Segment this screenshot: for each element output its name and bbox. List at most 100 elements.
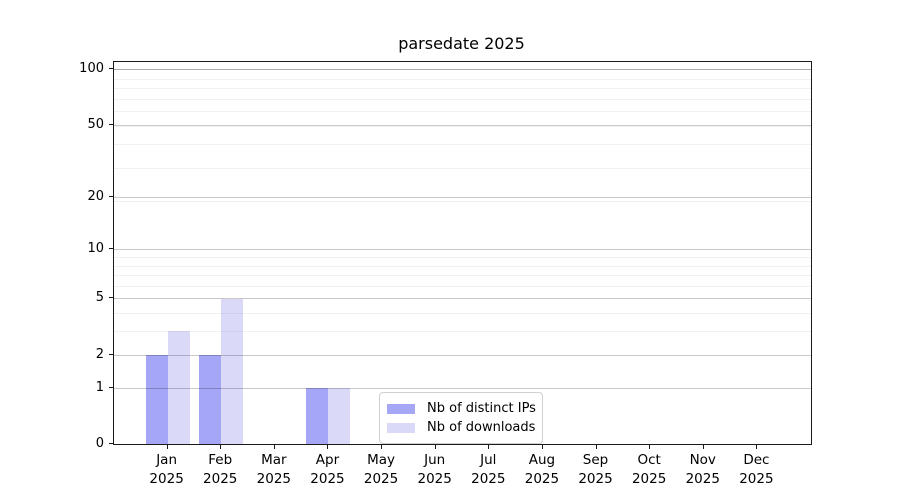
x-axis-tick (220, 445, 221, 449)
x-axis-label: Apr 2025 (295, 451, 359, 489)
x-axis-tick (381, 445, 382, 449)
x-axis-label-year: 2025 (578, 471, 613, 487)
y-axis-tick (109, 124, 113, 125)
y-axis-tick (109, 248, 113, 249)
x-axis-label-month: Apr (315, 452, 340, 468)
x-axis-tick (435, 445, 436, 449)
x-axis-tick (167, 445, 168, 449)
bar-jan-s1 (167, 331, 190, 444)
legend-row: Nb of distinct IPs (387, 399, 536, 418)
y-minor-gridline (114, 200, 811, 202)
x-axis-label: Jun 2025 (403, 451, 467, 489)
x-axis-label-month: Mar (261, 452, 287, 468)
y-minor-gridline (114, 313, 811, 315)
x-axis-label-month: May (367, 452, 396, 468)
bar-jan-s0 (145, 354, 168, 444)
x-axis-label-year: 2025 (524, 471, 560, 487)
x-axis-label-month: Oct (637, 452, 661, 468)
x-axis-tick (542, 445, 543, 449)
x-axis-label: Aug 2025 (510, 451, 574, 489)
x-axis-label: Sep 2025 (564, 451, 628, 489)
y-major-gridline (114, 196, 811, 198)
x-axis-tick (596, 445, 597, 449)
y-minor-gridline (114, 331, 811, 333)
y-minor-gridline (114, 275, 811, 277)
x-axis-label-year: 2025 (739, 471, 774, 487)
y-minor-gridline (114, 111, 811, 113)
x-axis-label-year: 2025 (685, 471, 720, 487)
y-axis-label: 2 (95, 346, 104, 362)
y-axis-label: 20 (87, 188, 104, 204)
y-axis-label: 0 (95, 436, 104, 451)
bar-apr-s0 (306, 387, 329, 444)
y-axis-tick (109, 354, 113, 355)
y-major-gridline (114, 124, 811, 126)
y-axis-tick (109, 196, 113, 197)
legend-swatch (387, 403, 415, 414)
y-axis-tick (109, 443, 113, 444)
bar-feb-s1 (221, 298, 244, 444)
x-axis-label-month: Jun (424, 452, 446, 468)
x-axis-label-year: 2025 (310, 471, 345, 487)
x-axis-label-month: Nov (689, 452, 716, 468)
x-axis-label-month: Aug (528, 452, 556, 468)
x-axis-label-month: Jan (156, 452, 178, 468)
legend-row: Nb of downloads (387, 418, 536, 437)
y-axis-tick (109, 297, 113, 298)
x-axis-tick (756, 445, 757, 449)
x-axis-label-year: 2025 (417, 471, 452, 487)
x-axis-label-month: Sep (582, 452, 609, 468)
y-major-gridline (114, 354, 811, 356)
y-axis-label: 5 (95, 290, 104, 306)
y-minor-gridline (114, 78, 811, 80)
x-axis-label-year: 2025 (203, 471, 238, 487)
x-axis-label: Mar 2025 (242, 451, 306, 489)
legend-label: Nb of downloads (427, 420, 536, 435)
y-minor-gridline (114, 257, 811, 258)
x-axis-tick (649, 445, 650, 449)
y-major-gridline (114, 298, 811, 300)
x-axis-label-year: 2025 (631, 471, 667, 487)
x-axis-label: May 2025 (349, 451, 413, 489)
y-minor-gridline (114, 265, 811, 267)
y-minor-gridline (114, 88, 811, 90)
y-axis-tick (109, 387, 113, 388)
plot-inner: Nb of distinct IPs Nb of downloads (114, 62, 811, 444)
x-axis-label-month: Jul (480, 452, 497, 468)
y-minor-gridline (114, 98, 811, 100)
plot-area: Nb of distinct IPs Nb of downloads (113, 61, 812, 445)
x-axis-tick (703, 445, 704, 449)
y-axis-label: 10 (87, 241, 104, 257)
x-axis-label: Feb 2025 (188, 451, 252, 489)
x-axis-label: Oct 2025 (617, 451, 681, 489)
x-axis-label: Nov 2025 (671, 451, 735, 489)
x-axis-tick (488, 445, 489, 449)
y-axis-tick (109, 68, 113, 69)
x-axis-label-year: 2025 (363, 471, 399, 487)
x-axis-label: Jul 2025 (456, 451, 520, 489)
x-axis-tick (274, 445, 275, 449)
bar-apr-s1 (328, 387, 351, 444)
y-minor-gridline (114, 144, 811, 146)
x-axis-label: Jan 2025 (135, 451, 199, 489)
y-minor-gridline (114, 285, 811, 287)
y-axis-label: 1 (95, 379, 104, 395)
y-major-gridline (114, 387, 811, 389)
y-major-gridline (114, 249, 811, 251)
y-minor-gridline (114, 126, 811, 128)
x-axis-label-year: 2025 (471, 471, 506, 487)
x-axis-label-year: 2025 (149, 471, 184, 487)
bar-feb-s0 (199, 354, 222, 444)
y-minor-gridline (114, 167, 811, 169)
y-axis-label: 100 (79, 61, 104, 77)
x-axis-label: Dec 2025 (724, 451, 788, 489)
x-axis-label-year: 2025 (256, 471, 292, 487)
x-axis-tick (327, 445, 328, 449)
chart-title: parsedate 2025 (398, 34, 525, 53)
legend-label: Nb of distinct IPs (427, 401, 536, 416)
legend: Nb of distinct IPs Nb of downloads (379, 392, 543, 444)
y-axis-label: 50 (87, 116, 104, 132)
x-axis-label-month: Feb (208, 452, 233, 468)
y-major-gridline (114, 69, 811, 71)
